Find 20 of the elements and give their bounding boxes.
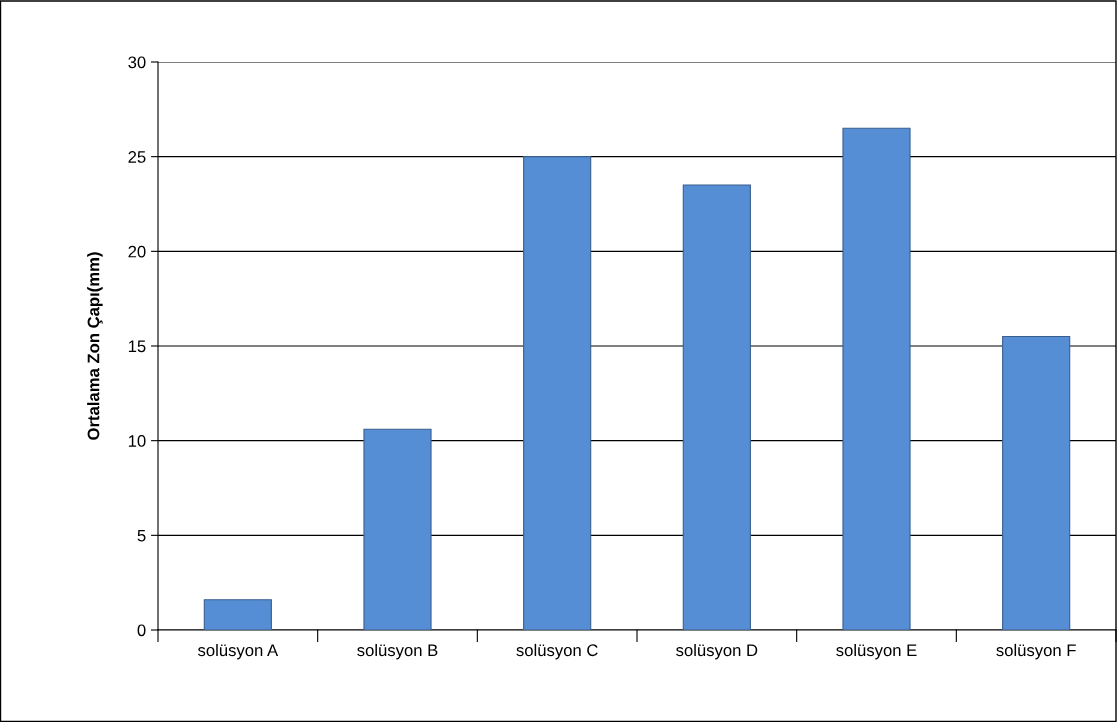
y-tick-label: 10 [128, 435, 146, 447]
y-tick-label: 25 [128, 151, 146, 163]
y-axis-title: Ortalama Zon Çapı(mm) [87, 252, 103, 440]
y-tick-label: 20 [128, 245, 146, 258]
y-tick-label: 15 [128, 340, 146, 353]
bar [523, 156, 592, 630]
bar [203, 599, 272, 630]
x-tick-label: solüsyon F [996, 643, 1076, 660]
y-tick-label: 0 [137, 624, 146, 637]
y-tick-label: 30 [128, 56, 146, 69]
x-tick-label: solüsyon B [357, 643, 438, 660]
y-tick-label: 5 [137, 529, 146, 542]
bar [842, 127, 911, 630]
bar [682, 184, 751, 630]
x-tick-label: solüsyon D [676, 643, 758, 660]
bar [363, 428, 432, 630]
bar [1002, 335, 1071, 630]
x-tick-label: solüsyon C [516, 643, 598, 660]
x-tick-label: solüsyon A [197, 643, 279, 660]
x-tick-label: solüsyon E [836, 643, 917, 660]
